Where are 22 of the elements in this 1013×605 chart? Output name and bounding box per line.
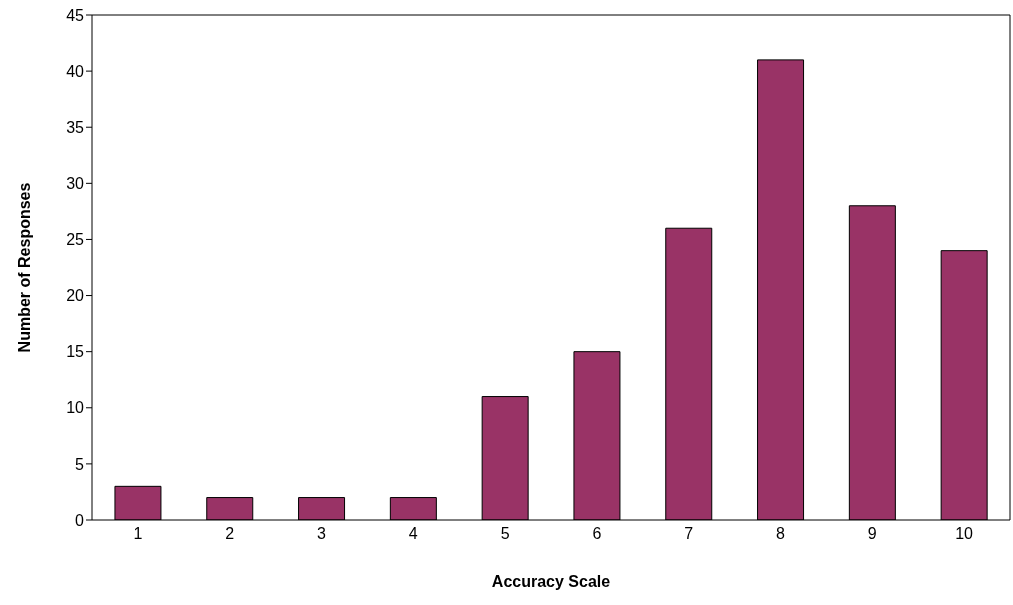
y-tick-label: 5 <box>75 455 85 473</box>
x-tick-label: 7 <box>684 525 694 543</box>
y-tick-label: 0 <box>75 511 85 529</box>
y-axis-title: Number of Responses <box>15 182 33 353</box>
x-axis-title: Accuracy Scale <box>491 573 611 590</box>
y-tick-label: 35 <box>66 118 85 136</box>
x-tick-label: 5 <box>500 525 510 543</box>
x-tick-label: 3 <box>317 525 327 543</box>
x-tick-label: 8 <box>776 525 786 543</box>
x-tick-label: 9 <box>867 525 877 543</box>
y-tick-label: 25 <box>66 231 85 249</box>
y-tick-label: 20 <box>66 287 85 305</box>
x-tick-label: 4 <box>408 525 418 543</box>
y-tick-label: 15 <box>66 343 85 361</box>
y-tick-label: 40 <box>66 62 85 80</box>
y-tick-label: 45 <box>66 6 85 24</box>
x-tick-label: 2 <box>225 525 235 543</box>
y-tick-label: 10 <box>66 399 85 417</box>
x-tick-label: 10 <box>955 525 974 543</box>
x-tick-label: 1 <box>133 525 143 543</box>
y-tick-label: 30 <box>66 175 85 193</box>
x-tick-label: 6 <box>592 525 602 543</box>
